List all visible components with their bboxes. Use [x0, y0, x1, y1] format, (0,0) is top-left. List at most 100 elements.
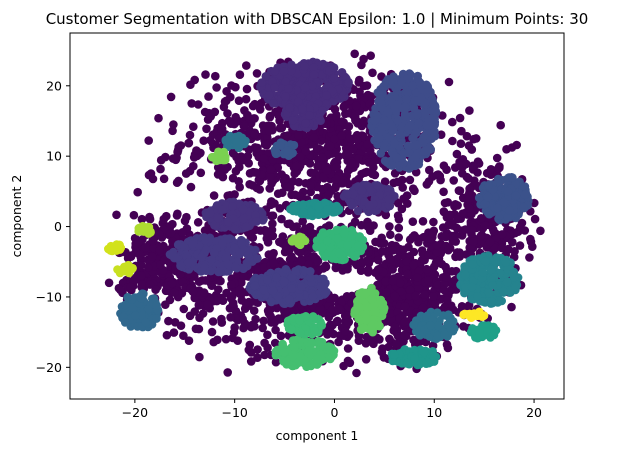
noise-point [441, 262, 450, 272]
cluster-point-0 [270, 66, 280, 76]
noise-point [259, 154, 269, 163]
noise-point [156, 164, 165, 174]
noise-point [330, 134, 339, 144]
noise-point [408, 217, 418, 226]
cluster-point-6 [393, 116, 403, 125]
noise-point [242, 61, 251, 70]
cluster-point-12 [501, 258, 511, 267]
noise-point [221, 334, 231, 344]
noise-point [354, 174, 364, 184]
noise-point [173, 147, 182, 157]
cluster-point-5 [267, 297, 276, 307]
noise-point [492, 153, 502, 163]
cluster-point-6 [408, 81, 417, 91]
noise-point [364, 158, 374, 167]
cluster-point-9 [152, 301, 161, 310]
noise-point [268, 211, 278, 220]
cluster-point-3 [257, 209, 267, 218]
noise-point [280, 307, 289, 316]
noise-point [464, 194, 474, 204]
noise-point [252, 69, 262, 78]
cluster-point-10 [426, 321, 436, 330]
noise-point [275, 204, 285, 213]
cluster-point-16 [332, 234, 342, 243]
noise-point [194, 300, 204, 310]
cluster-point-16 [343, 241, 352, 250]
cluster-point-0 [261, 72, 271, 81]
noise-point [418, 217, 428, 226]
cluster-point-6 [380, 156, 390, 166]
noise-point [440, 232, 450, 241]
cluster-point-0 [329, 63, 339, 72]
noise-point [412, 273, 422, 282]
cluster-point-6 [409, 103, 419, 113]
noise-point [269, 258, 278, 268]
noise-point [343, 344, 353, 353]
noise-point [536, 226, 545, 236]
cluster-point-1 [298, 104, 307, 114]
noise-point [350, 217, 360, 227]
noise-point [266, 172, 275, 181]
cluster-point-3 [241, 222, 251, 232]
noise-point [155, 245, 164, 255]
noise-point [413, 283, 423, 292]
noise-point [137, 214, 147, 224]
cluster-point-12 [488, 281, 498, 290]
noise-point [182, 212, 191, 222]
cluster-point-4 [188, 240, 198, 249]
noise-point [145, 212, 154, 222]
cluster-point-0 [281, 77, 291, 87]
noise-point [525, 253, 534, 262]
cluster-point-8 [508, 173, 517, 182]
noise-point [347, 159, 356, 169]
noise-point [414, 237, 423, 247]
noise-point [249, 306, 259, 316]
noise-point [273, 315, 283, 324]
noise-point [169, 288, 179, 297]
cluster-point-8 [519, 203, 528, 212]
cluster-point-12 [468, 259, 478, 269]
noise-point [295, 248, 305, 257]
noise-point [161, 300, 170, 310]
cluster-point-5 [268, 286, 278, 296]
noise-point [464, 301, 474, 310]
noise-point [137, 261, 146, 270]
cluster-point-5 [263, 275, 272, 285]
noise-point [368, 68, 377, 78]
cluster-point-4 [183, 258, 193, 267]
noise-point [526, 234, 535, 244]
cluster-point-3 [251, 210, 260, 220]
noise-point [496, 120, 506, 130]
noise-point [214, 134, 224, 143]
cluster-point-6 [430, 131, 440, 141]
cluster-point-3 [205, 209, 215, 218]
noise-point [433, 280, 443, 290]
noise-point [396, 278, 405, 288]
noise-point [444, 245, 453, 255]
noise-point [398, 183, 408, 192]
cluster-point-5 [316, 282, 326, 292]
cluster-point-4 [207, 255, 216, 264]
cluster-point-0 [337, 68, 347, 77]
cluster-point-6 [397, 77, 406, 87]
noise-point [393, 211, 403, 220]
noise-point [260, 350, 269, 360]
cluster-point-3 [251, 203, 260, 212]
cluster-point-5 [297, 282, 306, 291]
cluster-point-0 [286, 66, 296, 76]
cluster-point-9 [141, 317, 150, 327]
noise-point [258, 323, 268, 333]
cluster-point-6 [411, 140, 421, 150]
noise-point [275, 237, 284, 247]
noise-point [443, 343, 453, 353]
noise-point [469, 237, 478, 246]
noise-point [359, 116, 369, 126]
cluster-point-4 [218, 239, 227, 249]
cluster-point-6 [377, 123, 387, 133]
noise-point [237, 156, 247, 165]
cluster-point-1 [316, 116, 325, 125]
noise-point [455, 186, 465, 196]
noise-point [159, 214, 169, 224]
cluster-point-0 [329, 74, 339, 83]
noise-point [297, 137, 306, 147]
